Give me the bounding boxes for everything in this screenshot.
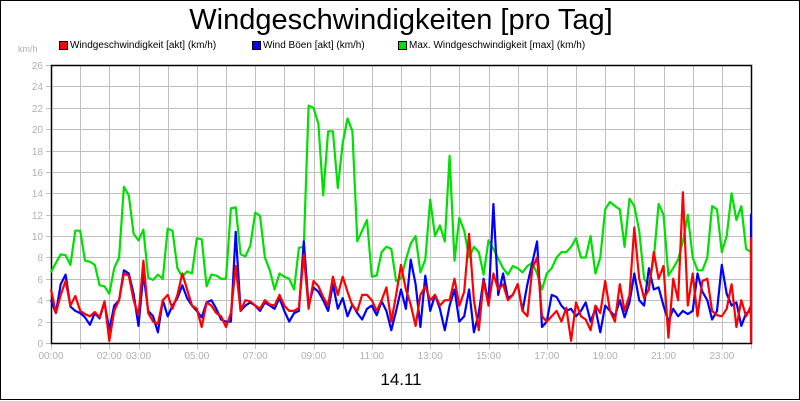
x-tick-label: 09:00 (301, 351, 326, 362)
x-tick-label: 15:00 (476, 351, 501, 362)
series-speed-line (49, 191, 753, 343)
legend-swatch-red-icon (59, 41, 68, 50)
x-tick-label: 19:00 (593, 351, 618, 362)
y-tick-label: 20 (32, 125, 44, 136)
y-tick-label: 22 (32, 104, 44, 115)
x-tick-label: 03:00 (126, 351, 151, 362)
x-tick-label: 17:00 (534, 351, 559, 362)
legend-item-max: Max. Windgeschwindigkeit [max] (km/h) (398, 40, 585, 51)
legend-label: Windgeschwindigkeit [akt] (km/h) (70, 40, 217, 51)
legend-swatch-green-icon (398, 41, 407, 50)
series-max-line (50, 104, 752, 295)
x-tick-label: 02:00 (97, 351, 122, 362)
x-tick-label: 13:00 (418, 351, 443, 362)
x-tick-label: 21:00 (651, 351, 676, 362)
y-tick-label: 12 (32, 211, 44, 222)
y-tick-label: 2 (37, 318, 43, 329)
chart-title: Windgeschwindigkeiten [pro Tag] (189, 4, 613, 36)
x-tick-label: 00:00 (38, 351, 63, 362)
x-tick-label: 05:00 (184, 351, 209, 362)
y-tick-label: 14 (32, 189, 44, 200)
legend-label: Wind Böen [akt] (km/h) (263, 40, 365, 51)
y-tick-label: 10 (32, 232, 44, 243)
legend-label: Max. Windgeschwindigkeit [max] (km/h) (409, 40, 586, 51)
y-axis-unit-label: km/h (18, 44, 38, 54)
y-tick-label: 8 (37, 253, 43, 264)
y-tick-label: 16 (32, 168, 44, 179)
legend-item-speed: Windgeschwindigkeit [akt] (km/h) (59, 40, 216, 51)
legend-swatch-blue-icon (252, 41, 261, 50)
y-tick-label: 0 (37, 339, 43, 350)
legend-item-gusts: Wind Böen [akt] (km/h) (252, 40, 365, 51)
x-tick-label: 23:00 (709, 351, 734, 362)
y-tick-label: 18 (32, 147, 44, 158)
y-tick-label: 6 (37, 275, 43, 286)
y-tick-label: 24 (32, 82, 44, 93)
y-tick-label: 26 (32, 61, 44, 72)
plot-border (50, 64, 753, 345)
x-tick-label: 07:00 (243, 351, 268, 362)
x-axis-date-label: 14.11 (380, 370, 422, 389)
y-tick-label: 4 (37, 296, 43, 307)
x-tick-label: 11:00 (360, 351, 385, 362)
